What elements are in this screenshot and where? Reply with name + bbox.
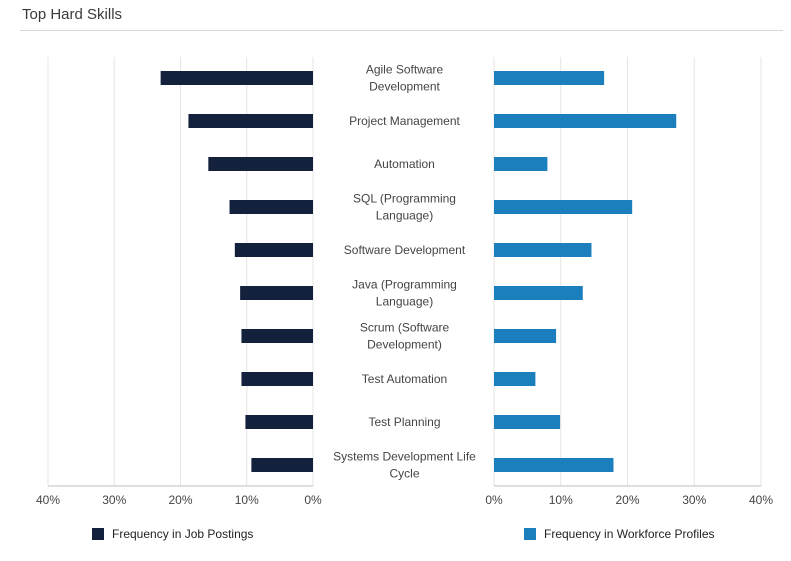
x-tick-label-right: 40%: [749, 493, 773, 507]
category-label: Scrum (Software: [360, 321, 450, 335]
category-label: Java (Programming: [352, 278, 457, 292]
x-tick-label-right: 0%: [485, 493, 503, 507]
legend-item-workforce-profiles[interactable]: Frequency in Workforce Profiles: [524, 527, 715, 541]
category-label: Development: [369, 80, 440, 94]
bar-workforce-profiles: [494, 458, 614, 472]
category-label: Test Planning: [368, 415, 440, 429]
bar-job-postings: [234, 243, 313, 257]
chart-title: Top Hard Skills: [22, 6, 123, 23]
title-divider: [20, 30, 783, 31]
legend-swatch-job-postings: [92, 528, 104, 540]
bar-workforce-profiles: [494, 157, 548, 171]
bar-workforce-profiles: [494, 286, 583, 300]
bar-workforce-profiles: [494, 243, 592, 257]
x-tick-label-right: 30%: [682, 493, 706, 507]
x-tick-label-left: 10%: [235, 493, 259, 507]
category-label: Agile Software: [366, 63, 444, 77]
bar-workforce-profiles: [494, 415, 561, 429]
x-tick-label-left: 40%: [36, 493, 60, 507]
bar-job-postings: [229, 200, 313, 214]
bar-job-postings: [240, 286, 313, 300]
x-tick-label-left: 30%: [102, 493, 126, 507]
category-label: Development): [367, 338, 442, 352]
bar-job-postings: [241, 329, 313, 343]
category-label: Project Management: [349, 114, 460, 128]
category-label: SQL (Programming: [353, 192, 456, 206]
bar-job-postings: [160, 71, 313, 85]
bar-job-postings: [245, 415, 313, 429]
category-label: Automation: [374, 157, 435, 171]
category-label: Language): [376, 209, 433, 223]
category-label: Systems Development Life: [333, 450, 476, 464]
bar-job-postings: [241, 372, 313, 386]
bar-job-postings: [188, 114, 313, 128]
category-label: Language): [376, 295, 433, 309]
x-tick-label-left: 0%: [304, 493, 322, 507]
category-label: Test Automation: [362, 372, 447, 386]
legend-label-job-postings: Frequency in Job Postings: [112, 527, 254, 541]
x-tick-label-left: 20%: [168, 493, 192, 507]
legend-swatch-workforce-profiles: [524, 528, 536, 540]
bar-job-postings: [208, 157, 313, 171]
bar-workforce-profiles: [494, 329, 557, 343]
category-label: Software Development: [344, 243, 466, 257]
category-label: Cycle: [389, 467, 419, 481]
legend-label-workforce-profiles: Frequency in Workforce Profiles: [544, 527, 715, 541]
bar-workforce-profiles: [494, 114, 677, 128]
bar-workforce-profiles: [494, 372, 536, 386]
bar-workforce-profiles: [494, 200, 633, 214]
x-tick-label-right: 10%: [549, 493, 573, 507]
bar-job-postings: [251, 458, 313, 472]
legend-item-job-postings[interactable]: Frequency in Job Postings: [92, 527, 253, 541]
x-tick-label-right: 20%: [615, 493, 639, 507]
bar-workforce-profiles: [494, 71, 605, 85]
